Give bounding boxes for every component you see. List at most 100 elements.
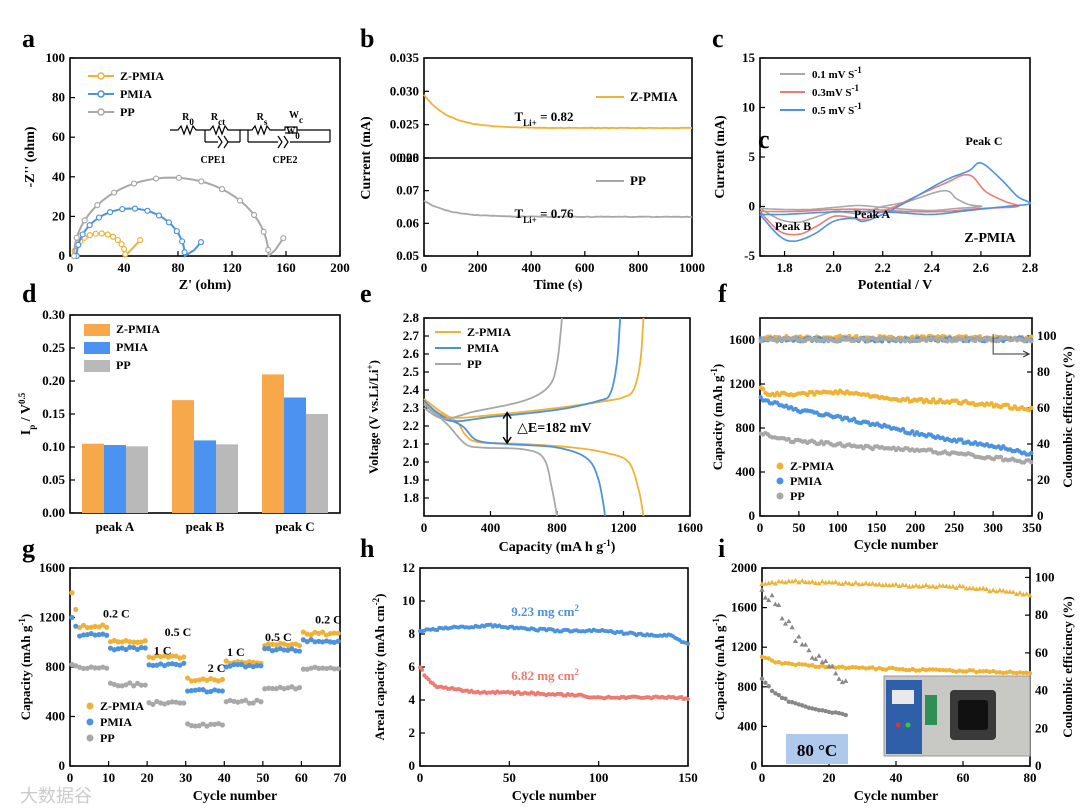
plot-g-point-PMIA [196,687,202,693]
plot-g-point-PMIA [254,663,260,669]
plot-g-point-Z-PMIA [188,678,195,684]
plot-i-zpmia-cap-point [987,669,992,675]
plot-b-xtick-label: 800 [629,260,649,275]
plot-a-marker [79,231,86,238]
watermark: 大数据谷 [20,786,92,807]
plot-g-legend-PMIA-swatch [86,718,94,726]
text-span: ) [710,364,725,368]
plot-i-zpmia-ce-point [1024,591,1030,596]
plot-g-point-PMIA [192,687,198,693]
text-span: 2 [574,667,579,677]
panel-label-a: a [22,24,35,53]
plot-i-pp-ce-point [813,656,819,661]
plot-i-pp-ce-point [769,592,775,598]
plot-g-point-PMIA [177,662,183,668]
plot-g-point-Z-PMIA [181,654,187,660]
plot-i-zpmia-cap-point [900,666,905,672]
plot-g-rate-label: 1 C [154,644,172,658]
plot-i-xlabel: Cycle number [854,789,938,804]
text-span: R [182,112,190,123]
plot-i-zpmia-cap-point [897,667,902,672]
plot-i-zpmia-cap-point [1027,671,1033,676]
plot-g-point-Z-PMIA [80,622,87,628]
plot-c-legend-label: 0.1 mV S-1​ [812,65,862,81]
plot-g-point-PP [331,666,337,672]
plot-g-point-PMIA [173,661,179,667]
plot-a-frame [69,57,341,257]
plot-h-label-923: 9.23 mg cm2​ [511,603,579,619]
plot-g-xtick-label: 40 [218,770,231,785]
plot-d-bar-Z-PMIA-peak C [262,374,284,513]
plot-i-zpmia-cap-point [796,661,802,667]
plot-i-zpmia-ce-point [1000,587,1006,593]
plot-g-rate-label: 0.5 C [265,630,292,644]
plot-i-zpmia-ce-point [833,579,839,584]
plot-i-zpmia-cap-point [867,665,872,671]
plot-g-point-PMIA [146,662,152,668]
plot-i-zpmia-ce-point [936,583,943,588]
plot-i-zpmia-cap-point [930,667,936,672]
plot-g-point-Z-PMIA [308,632,314,638]
plot-g-point-PMIA [262,646,268,652]
plot-i-pp-ce-point [823,658,829,663]
plot-c-zpmia: Z-PMIA [964,231,1016,246]
plot-i-pp-cap-point [833,710,838,715]
plot-i-zpmia-cap-point [773,660,778,665]
plot-g-point-PMIA [123,646,129,653]
plot-i-zpmia-ce-point [957,583,963,588]
plot-i-zpmia-ce-point [947,584,953,589]
plot-g-point-PP [296,685,303,691]
plot-a-marker [119,205,126,213]
plot-i-pp-ce-point [819,659,825,665]
plot-f-xtick-label: 0 [757,520,764,535]
plot-i-zpmia-ce-point [1003,589,1010,594]
plot-f-cap-point-PP [1029,459,1034,465]
plot-g-point-PP [80,665,87,672]
text-span: 0.5 [17,392,27,404]
plot-i-zpmia-ce-point [913,582,919,588]
plot-i-zpmia-ce-point [883,582,889,587]
plot-a-marker [152,175,160,182]
plot-d-legend-PMIA-swatch [84,342,110,354]
plot-b-top-ytick-label: 0.020 [390,150,419,165]
plot-f-axis-arrowhead [1022,350,1031,358]
plot-i-zpmia-cap-point [960,669,966,674]
plot-h-xtick-label: 150 [678,770,698,785]
plot-b-top-curve [423,94,693,130]
plot-i-pp-cap-point [759,676,765,682]
plot-g-point-PMIA [235,661,241,668]
plot-h-ytick-label: 12 [402,560,415,575]
plot-a-marker [260,228,267,235]
plot-i-xtick-label: 60 [957,770,970,785]
plot-e-charge-PMIA [423,317,622,423]
plot-c-ytick-label: -5 [744,248,755,263]
plot-f-legend-PP-swatch [776,492,784,500]
plot-f-ce-point-PP [774,339,780,344]
plot-i-zpmia-ce-point [930,583,936,589]
plot-i-zpmia-cap-point [786,661,791,666]
plot-a-marker [120,245,128,253]
plot-g-point-Z-PMIA [100,622,106,628]
plot-d-ytick-label: 0.10 [42,439,65,454]
plot-b-top-tli: TLi+​ = 0.82 [515,109,574,128]
plot-i-pp-ce-point [843,678,849,683]
plot-f-cap-point-Z-PMIA [989,401,994,406]
plot-g-point-PMIA [127,644,133,650]
plot-i-ytick-label: 0 [751,758,758,773]
plot-i-zpmia-ce-point [923,582,929,587]
plot-b-bottom-curve [423,200,692,219]
plot-i-zpmia-ce-point [819,578,825,584]
plot-f-y2tick-label: 40 [1037,436,1050,451]
plot-g-point-PP [320,665,326,671]
plot-g-rate-label: 2 C [208,661,226,675]
plot-g-point-Z-PMIA [104,624,110,630]
plot-i-zpmia-cap-point [990,668,996,674]
plot-e-xtick-label: 800 [547,520,567,535]
plot-f-legend-PMIA-label: PMIA [790,474,822,488]
plot-i-y2tick-label: 80 [1035,607,1048,622]
plot-i-zpmia-cap-point [994,670,999,675]
plot-g-point-Z-PMIA [169,653,175,659]
plot-a-marker [106,208,114,216]
plot-i-zpmia-cap-point [927,667,932,672]
